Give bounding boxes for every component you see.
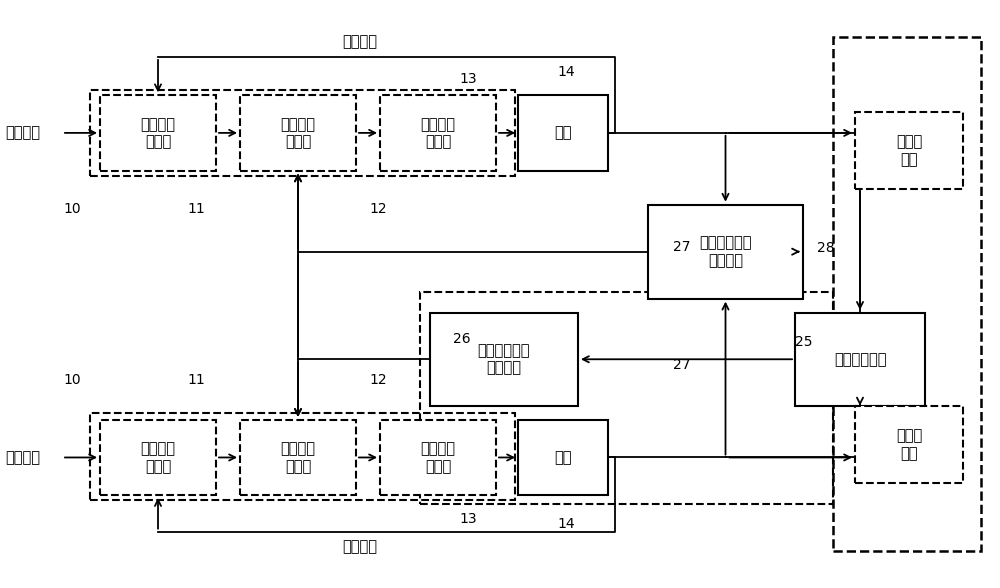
FancyBboxPatch shape [240, 420, 356, 495]
Text: 10: 10 [63, 202, 81, 216]
Text: 10: 10 [63, 373, 81, 387]
FancyBboxPatch shape [518, 95, 608, 171]
Text: 速度控制
子单元: 速度控制 子单元 [280, 116, 316, 149]
Text: 13: 13 [459, 512, 477, 526]
FancyBboxPatch shape [380, 420, 496, 495]
Text: 应力交叉耦合
控制单元: 应力交叉耦合 控制单元 [478, 343, 530, 376]
Text: 电机: 电机 [554, 125, 572, 141]
Text: 12: 12 [369, 202, 387, 216]
Text: 28: 28 [817, 241, 835, 255]
Text: 应力传
感器: 应力传 感器 [896, 134, 922, 167]
FancyBboxPatch shape [100, 420, 216, 495]
Text: 位置反馈: 位置反馈 [342, 34, 378, 49]
Text: 11: 11 [187, 202, 205, 216]
Text: 25: 25 [795, 335, 813, 349]
FancyBboxPatch shape [430, 313, 578, 406]
FancyBboxPatch shape [855, 112, 963, 189]
Text: 12: 12 [369, 373, 387, 387]
Text: 位置控制
子单元: 位置控制 子单元 [140, 116, 176, 149]
FancyBboxPatch shape [648, 205, 803, 299]
Text: 位置反馈: 位置反馈 [342, 539, 378, 554]
Text: 应力检测单元: 应力检测单元 [834, 352, 886, 367]
Text: 位置交叉耦合
控制单元: 位置交叉耦合 控制单元 [699, 235, 752, 268]
FancyBboxPatch shape [855, 406, 963, 483]
Text: 27: 27 [673, 240, 691, 254]
Text: 位置指令: 位置指令 [5, 450, 40, 465]
Text: 电流控制
子单元: 电流控制 子单元 [420, 441, 456, 474]
Text: 11: 11 [187, 373, 205, 387]
Text: 电流控制
子单元: 电流控制 子单元 [420, 116, 456, 149]
FancyBboxPatch shape [240, 95, 356, 171]
Text: 14: 14 [557, 517, 575, 532]
Text: 电机: 电机 [554, 450, 572, 465]
Text: 14: 14 [557, 65, 575, 79]
Text: 位置控制
子单元: 位置控制 子单元 [140, 441, 176, 474]
FancyBboxPatch shape [380, 95, 496, 171]
Text: 应力传
感器: 应力传 感器 [896, 428, 922, 461]
Text: 26: 26 [453, 332, 471, 346]
Text: 13: 13 [459, 72, 477, 86]
Text: 位置指令: 位置指令 [5, 125, 40, 141]
Text: 27: 27 [673, 358, 691, 372]
FancyBboxPatch shape [795, 313, 925, 406]
FancyBboxPatch shape [100, 95, 216, 171]
Text: 速度控制
子单元: 速度控制 子单元 [280, 441, 316, 474]
FancyBboxPatch shape [518, 420, 608, 495]
